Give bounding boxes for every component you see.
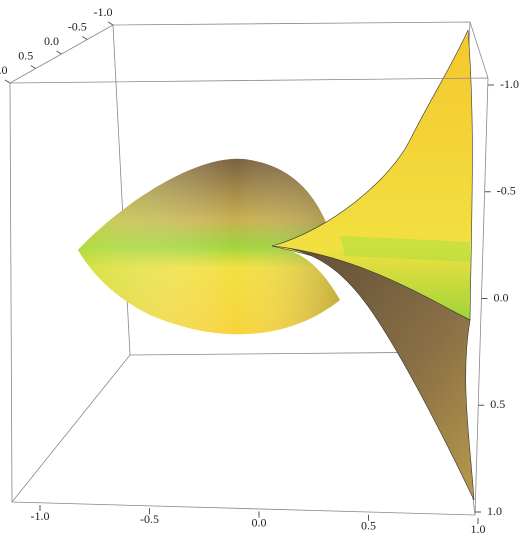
surface-lobe-shade bbox=[78, 158, 340, 335]
y-axis: -1.0 -0.5 0.0 0.5 1.0 bbox=[0, 5, 114, 84]
surface bbox=[78, 29, 475, 501]
tick-label: -1.0 bbox=[31, 509, 50, 523]
tick-label: 1.0 bbox=[487, 504, 502, 518]
tick-label: -1.0 bbox=[94, 5, 113, 19]
tick-label: 1.0 bbox=[0, 63, 8, 77]
tick-mark bbox=[107, 21, 114, 26]
z-axis: -1.0 -0.5 0.0 0.5 1.0 bbox=[475, 77, 519, 518]
tick-label: 0.5 bbox=[490, 397, 505, 411]
tick-mark bbox=[81, 36, 88, 40]
tick-label: 1.0 bbox=[471, 522, 486, 536]
x-axis: -1.0 -0.5 0.0 0.5 1.0 bbox=[31, 505, 486, 536]
tick-label: -0.5 bbox=[68, 19, 87, 33]
surface-lower-sheet bbox=[271, 245, 475, 501]
tick-label: 0.5 bbox=[18, 48, 33, 62]
tick-label: -1.0 bbox=[500, 77, 519, 91]
tick-label: -0.5 bbox=[140, 512, 159, 526]
tick-label: 0.0 bbox=[252, 515, 267, 529]
tick-mark bbox=[56, 50, 62, 55]
surface-band bbox=[340, 236, 470, 262]
tick-label: 0.0 bbox=[44, 34, 59, 48]
tick-label: 0.0 bbox=[494, 290, 509, 304]
tick-label: 0.5 bbox=[361, 519, 376, 533]
tick-mark bbox=[30, 65, 37, 69]
tick-mark bbox=[4, 79, 11, 84]
tick-label: -0.5 bbox=[497, 184, 516, 198]
